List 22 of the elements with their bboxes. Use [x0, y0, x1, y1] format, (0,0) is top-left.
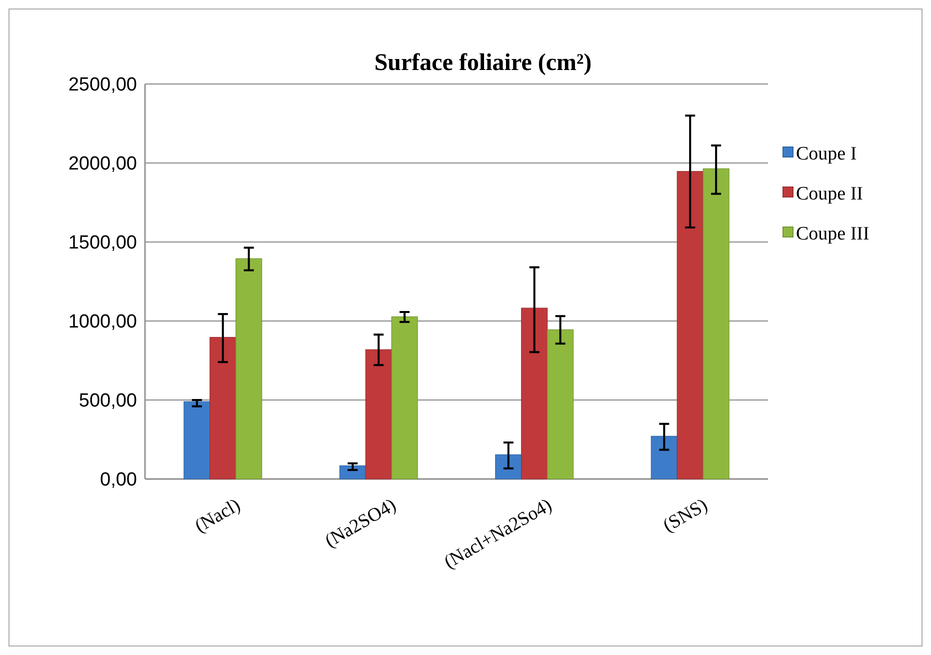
y-tick-label: 2500,00 [68, 74, 137, 96]
legend-label: Coupe II [796, 184, 864, 205]
bar [650, 436, 678, 480]
bar [676, 171, 704, 480]
bar [365, 349, 392, 480]
bar [339, 465, 366, 480]
legend-label: Coupe III [796, 224, 870, 245]
bar [521, 308, 548, 480]
bar [391, 316, 418, 480]
bar [547, 329, 574, 480]
bar [210, 336, 236, 480]
y-tick-label: 2000,00 [68, 154, 137, 175]
y-tick-label: 500,00 [78, 390, 137, 412]
y-tick-label: 1500,00 [68, 232, 137, 254]
y-tick-label: 1000,00 [68, 312, 137, 333]
bar [702, 168, 730, 480]
y-tick-label: 0,00 [100, 470, 137, 491]
bar [495, 454, 522, 480]
chart-title: Surface foliaire (cm²) [374, 50, 592, 76]
legend-label: Coupe I [796, 144, 857, 165]
bar [236, 258, 262, 480]
bar [184, 401, 210, 480]
